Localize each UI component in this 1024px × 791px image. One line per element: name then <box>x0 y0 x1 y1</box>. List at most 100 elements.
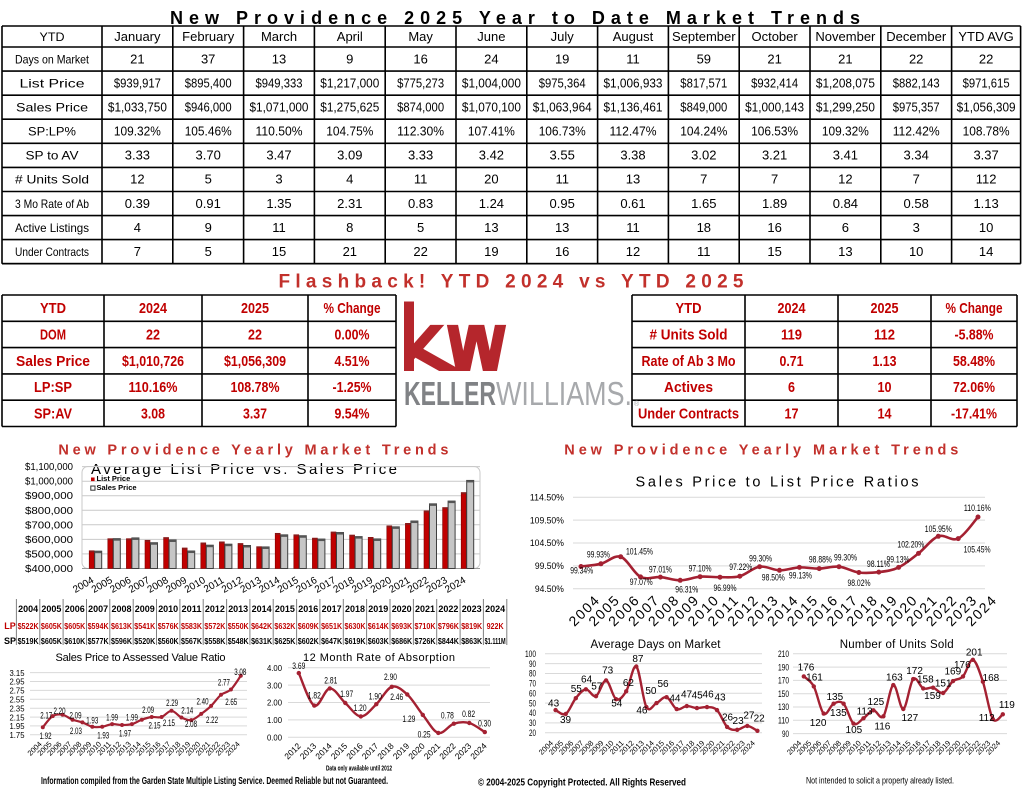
svg-text:13: 13 <box>555 220 569 235</box>
svg-text:August: August <box>613 29 654 44</box>
svg-text:135: 135 <box>830 708 847 719</box>
svg-text:0.82: 0.82 <box>462 709 475 720</box>
svg-text:22: 22 <box>146 326 160 343</box>
svg-text:Sales Price: Sales Price <box>97 483 137 492</box>
svg-text:2022: 2022 <box>438 604 458 615</box>
svg-text:$949,333: $949,333 <box>256 75 303 90</box>
svg-text:$796K: $796K <box>438 622 459 631</box>
svg-text:$1,006,933: $1,006,933 <box>604 75 663 90</box>
svg-text:43: 43 <box>548 698 560 709</box>
svg-text:0.84: 0.84 <box>833 196 858 211</box>
svg-text:1.00: 1.00 <box>267 715 282 725</box>
svg-text:LP:SP: LP:SP <box>34 379 72 396</box>
svg-text:99.30%: 99.30% <box>749 554 772 565</box>
svg-text:106.53%: 106.53% <box>751 124 798 139</box>
svg-text:57: 57 <box>591 681 603 692</box>
svg-text:3.47: 3.47 <box>266 148 291 163</box>
svg-text:19: 19 <box>555 51 569 66</box>
svg-text:105.45%: 105.45% <box>964 545 991 556</box>
svg-text:3.00: 3.00 <box>267 680 282 690</box>
svg-text:15: 15 <box>272 244 286 259</box>
svg-text:$863K: $863K <box>461 637 482 646</box>
svg-text:Flashback! YTD 2024 vs YTD 20: Flashback! YTD 2024 vs YTD 2025 <box>279 271 744 292</box>
svg-text:$726K: $726K <box>415 637 436 646</box>
svg-text:2.08: 2.08 <box>185 719 197 729</box>
svg-text:101.45%: 101.45% <box>626 547 653 558</box>
svg-text:45: 45 <box>692 691 704 702</box>
svg-text:Average List Price vs. Sales P: Average List Price vs. Sales Price <box>91 461 397 478</box>
svg-text:YTD: YTD <box>676 300 702 317</box>
svg-text:$400,000: $400,000 <box>25 564 73 575</box>
svg-text:110: 110 <box>778 716 789 727</box>
svg-text:$1,299,250: $1,299,250 <box>816 100 875 115</box>
svg-text:$614K: $614K <box>368 622 389 631</box>
svg-text:$1,208,075: $1,208,075 <box>816 75 875 90</box>
svg-text:YTD: YTD <box>40 30 65 44</box>
svg-text:$520K: $520K <box>134 637 155 646</box>
svg-text:2010: 2010 <box>158 604 178 615</box>
svg-text:0.61: 0.61 <box>620 196 645 211</box>
svg-text:98.88%: 98.88% <box>809 555 832 566</box>
svg-text:109.32%: 109.32% <box>114 124 161 139</box>
svg-text:$519K: $519K <box>18 637 39 646</box>
svg-text:$817,571: $817,571 <box>680 75 727 90</box>
svg-text:94.50%: 94.50% <box>535 584 564 595</box>
svg-text:59: 59 <box>697 51 711 66</box>
svg-text:64: 64 <box>581 675 593 686</box>
svg-text:163: 163 <box>886 673 903 684</box>
svg-text:1.99: 1.99 <box>126 713 138 723</box>
svg-text:Sales Price: Sales Price <box>16 353 90 370</box>
svg-text:15: 15 <box>767 244 781 259</box>
svg-text:46: 46 <box>636 705 648 716</box>
svg-text:12: 12 <box>838 172 852 187</box>
svg-text:21: 21 <box>838 51 852 66</box>
svg-text:2011: 2011 <box>182 604 203 615</box>
svg-text:2004: 2004 <box>18 604 39 615</box>
svg-text:# Units Sold: # Units Sold <box>650 326 728 343</box>
svg-text:1.89: 1.89 <box>762 196 787 211</box>
svg-text:$900,000: $900,000 <box>25 491 73 502</box>
svg-text:3.42: 3.42 <box>479 148 504 163</box>
svg-text:2.15: 2.15 <box>149 720 161 730</box>
svg-text:104.75%: 104.75% <box>326 124 373 139</box>
svg-text:210: 210 <box>778 649 789 660</box>
svg-text:$541K: $541K <box>134 622 155 631</box>
svg-text:5: 5 <box>205 172 212 187</box>
svg-text:% Change: % Change <box>324 300 381 317</box>
svg-text:$1.111M: $1.111M <box>485 637 506 646</box>
svg-text:5: 5 <box>205 244 212 259</box>
svg-text:$1,056,309: $1,056,309 <box>224 353 286 370</box>
svg-text:2.03: 2.03 <box>70 726 82 736</box>
svg-text:922K: 922K <box>487 622 504 631</box>
svg-text:10: 10 <box>878 379 892 396</box>
svg-text:Under Contracts: Under Contracts <box>638 405 739 422</box>
svg-text:99.34%: 99.34% <box>570 566 593 577</box>
svg-text:March: March <box>261 29 297 44</box>
svg-text:2.81: 2.81 <box>324 676 337 687</box>
svg-text:50: 50 <box>645 686 657 697</box>
svg-text:Rate of Ab 3 Mo: Rate of Ab 3 Mo <box>642 353 736 370</box>
svg-text:5: 5 <box>417 220 424 235</box>
svg-text:®: ® <box>634 400 640 408</box>
svg-text:19: 19 <box>484 244 498 259</box>
svg-text:150: 150 <box>778 689 789 700</box>
svg-text:109.32%: 109.32% <box>822 124 869 139</box>
svg-text:1.93: 1.93 <box>97 730 109 740</box>
svg-text:3: 3 <box>913 220 920 235</box>
svg-text:21: 21 <box>767 51 781 66</box>
svg-text:54: 54 <box>611 699 623 710</box>
svg-text:Number of Units Sold: Number of Units Sold <box>840 639 954 651</box>
svg-text:12: 12 <box>626 244 640 259</box>
svg-text:1.93: 1.93 <box>86 716 98 726</box>
svg-text:125: 125 <box>868 697 885 708</box>
svg-text:May: May <box>408 29 433 44</box>
svg-text:0.83: 0.83 <box>408 196 433 211</box>
svg-text:2.35: 2.35 <box>10 703 25 713</box>
svg-text:$609K: $609K <box>298 622 319 631</box>
svg-text:99.13%: 99.13% <box>789 571 812 582</box>
svg-text:$775,273: $775,273 <box>397 75 444 90</box>
svg-text:58.48%: 58.48% <box>953 353 995 370</box>
svg-text:$800,000: $800,000 <box>25 506 73 517</box>
svg-text:SP: SP <box>4 636 16 646</box>
svg-text:112: 112 <box>874 326 895 343</box>
